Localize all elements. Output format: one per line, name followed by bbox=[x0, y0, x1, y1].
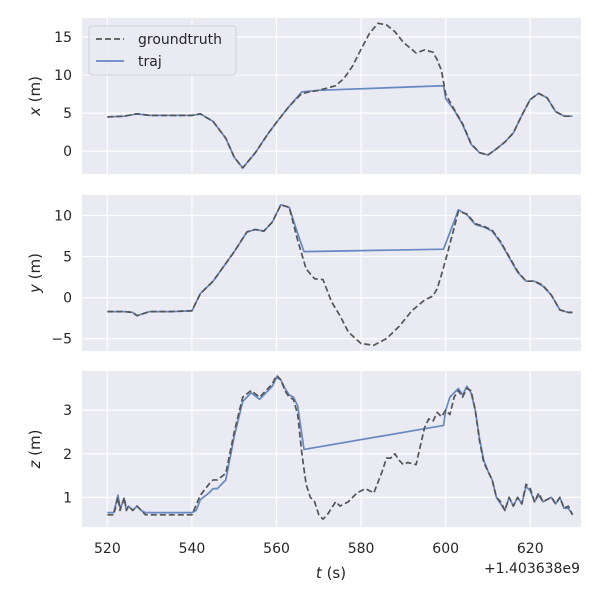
series-line-traj bbox=[107, 84, 573, 169]
y-axis-label-z: z (m) bbox=[26, 430, 44, 470]
series-group bbox=[107, 22, 573, 169]
y-axis-label-x: x (m) bbox=[26, 76, 44, 117]
y-tick-label: 15 bbox=[54, 30, 72, 46]
plot-area-z bbox=[82, 371, 581, 527]
series-line-groundtruth bbox=[107, 22, 573, 169]
y-tick-label: 5 bbox=[63, 106, 72, 122]
legend-label-groundtruth: groundtruth bbox=[138, 32, 222, 48]
y-axis-label-y: y (m) bbox=[26, 253, 44, 294]
subplot-panels: 0 5 10 15 x (m) −5 0 5 10 y (m) 1 2 3 z (m) groundtrut… bbox=[26, 18, 581, 527]
y-axis-label-var: y bbox=[26, 283, 44, 294]
series-group bbox=[107, 204, 573, 347]
x-tick-label: 520 bbox=[94, 541, 121, 557]
series-group bbox=[107, 374, 574, 521]
legend-label-traj: traj bbox=[138, 54, 162, 70]
y-tick-label: 0 bbox=[63, 291, 72, 307]
y-axis-label-unit: (m) bbox=[26, 76, 44, 107]
x-axis: +1.403638e9 t (s) 520 540 560 580 600 620 bbox=[94, 541, 580, 582]
x-axis-label-unit: (s) bbox=[322, 564, 346, 582]
subplot-z: 1 2 3 z (m) bbox=[26, 371, 581, 527]
y-tick-label: 3 bbox=[63, 403, 72, 419]
y-tick-label: 2 bbox=[63, 447, 72, 463]
legend: groundtruth traj bbox=[88, 25, 237, 76]
y-tick-label: 5 bbox=[63, 250, 72, 266]
x-offset-label: +1.403638e9 bbox=[484, 561, 580, 577]
x-tick-label: 600 bbox=[432, 541, 459, 557]
y-axis-label-unit: (m) bbox=[26, 430, 44, 461]
x-tick-label: 580 bbox=[348, 541, 375, 557]
series-line-traj bbox=[107, 376, 574, 516]
y-axis-label-var: z bbox=[26, 459, 44, 469]
series-line-groundtruth bbox=[107, 374, 574, 521]
plot-area-y bbox=[82, 195, 581, 351]
x-axis-label-var: t bbox=[316, 564, 323, 582]
y-axis-label-var: x bbox=[26, 107, 44, 117]
y-tick-label: 0 bbox=[63, 144, 72, 160]
y-tick-label: 1 bbox=[63, 490, 72, 506]
legend-frame bbox=[88, 25, 237, 76]
x-tick-label: 560 bbox=[263, 541, 290, 557]
y-tick-label: 10 bbox=[54, 209, 72, 225]
y-tick-label: −5 bbox=[51, 332, 72, 348]
x-tick-label: 620 bbox=[517, 541, 544, 557]
y-axis-label-unit: (m) bbox=[26, 253, 44, 284]
y-tick-label: 10 bbox=[54, 68, 72, 84]
subplot-y: −5 0 5 10 y (m) bbox=[26, 195, 581, 351]
x-axis-label: t (s) bbox=[316, 564, 346, 582]
x-tick-label: 540 bbox=[179, 541, 206, 557]
series-line-groundtruth bbox=[107, 204, 573, 347]
